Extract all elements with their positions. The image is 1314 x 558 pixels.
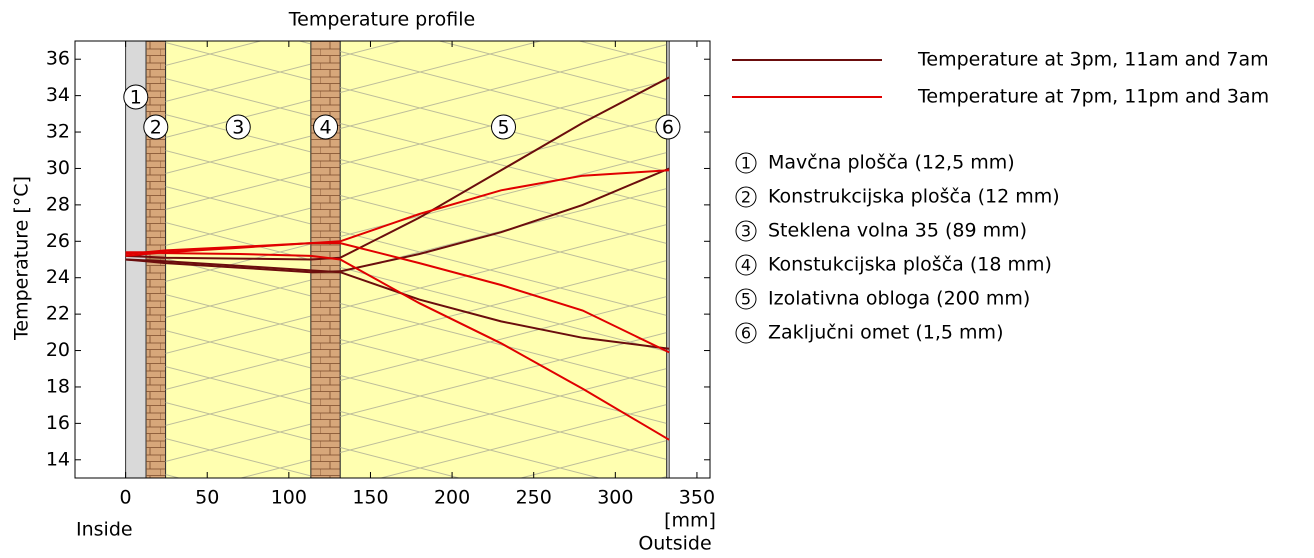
y-tick-label: 22	[46, 303, 70, 325]
y-tick-label: 28	[46, 193, 70, 215]
layer-list-number: 6	[741, 324, 751, 343]
layer-number: 2	[150, 117, 162, 139]
layer-list-number: 3	[741, 222, 751, 241]
y-tick-label: 16	[46, 412, 70, 434]
layer-list-name: Izolativna obloga (200 mm)	[768, 288, 1030, 310]
layer-list-number: 1	[741, 154, 751, 173]
layer-list-number: 5	[741, 290, 751, 309]
y-axis-label: Temperature [°C]	[11, 176, 33, 341]
layer-list-name: Mavčna plošča (12,5 mm)	[768, 152, 1015, 174]
x-tick-label: 150	[352, 487, 388, 509]
chart: Temperature profile Temperature [°C] [mm…	[0, 0, 1314, 554]
layer-hatch	[146, 41, 166, 478]
y-tick-label: 20	[46, 339, 70, 361]
x-tick-label: 200	[434, 487, 470, 509]
layer-list-number: 4	[741, 256, 751, 275]
y-tick-label: 24	[46, 266, 70, 288]
inside-label: Inside	[76, 519, 133, 541]
x-tick-label: 350	[679, 487, 715, 509]
y-tick-label: 18	[46, 375, 70, 397]
x-tick-label: 50	[195, 487, 219, 509]
x-tick-label: 300	[597, 487, 633, 509]
legend-label: Temperature at 3pm, 11am and 7am	[917, 49, 1269, 71]
layer-list-name: Konstukcijska plošča (18 mm)	[768, 254, 1052, 276]
layer-number: 3	[232, 117, 244, 139]
y-tick-label: 26	[46, 230, 70, 252]
layer	[667, 41, 669, 478]
outside-label: Outside	[638, 533, 711, 555]
chart-title: Temperature profile	[288, 9, 475, 31]
layer-list-name: Zaključni omet (1,5 mm)	[768, 322, 1003, 344]
x-axis-unit: [mm]	[664, 510, 716, 532]
y-tick-label: 30	[46, 157, 70, 179]
x-tick-label: 0	[120, 487, 132, 509]
x-tick-label: 100	[271, 487, 307, 509]
x-tick-label: 250	[516, 487, 552, 509]
layer-list-name: Steklena volna 35 (89 mm)	[768, 220, 1027, 242]
y-tick-label: 32	[46, 121, 70, 143]
layer-number: 5	[497, 117, 509, 139]
layer-number: 6	[662, 117, 674, 139]
legend-label: Temperature at 7pm, 11pm and 3am	[917, 86, 1269, 108]
y-tick-label: 14	[46, 448, 70, 470]
y-tick-label: 36	[46, 48, 70, 70]
layer-number: 1	[130, 87, 142, 109]
layer-list-number: 2	[741, 188, 751, 207]
y-tick-label: 34	[46, 84, 70, 106]
layer-list-name: Konstrukcijska plošča (12 mm)	[768, 186, 1060, 208]
layer-number: 4	[320, 117, 332, 139]
layer-hatch	[340, 41, 666, 478]
